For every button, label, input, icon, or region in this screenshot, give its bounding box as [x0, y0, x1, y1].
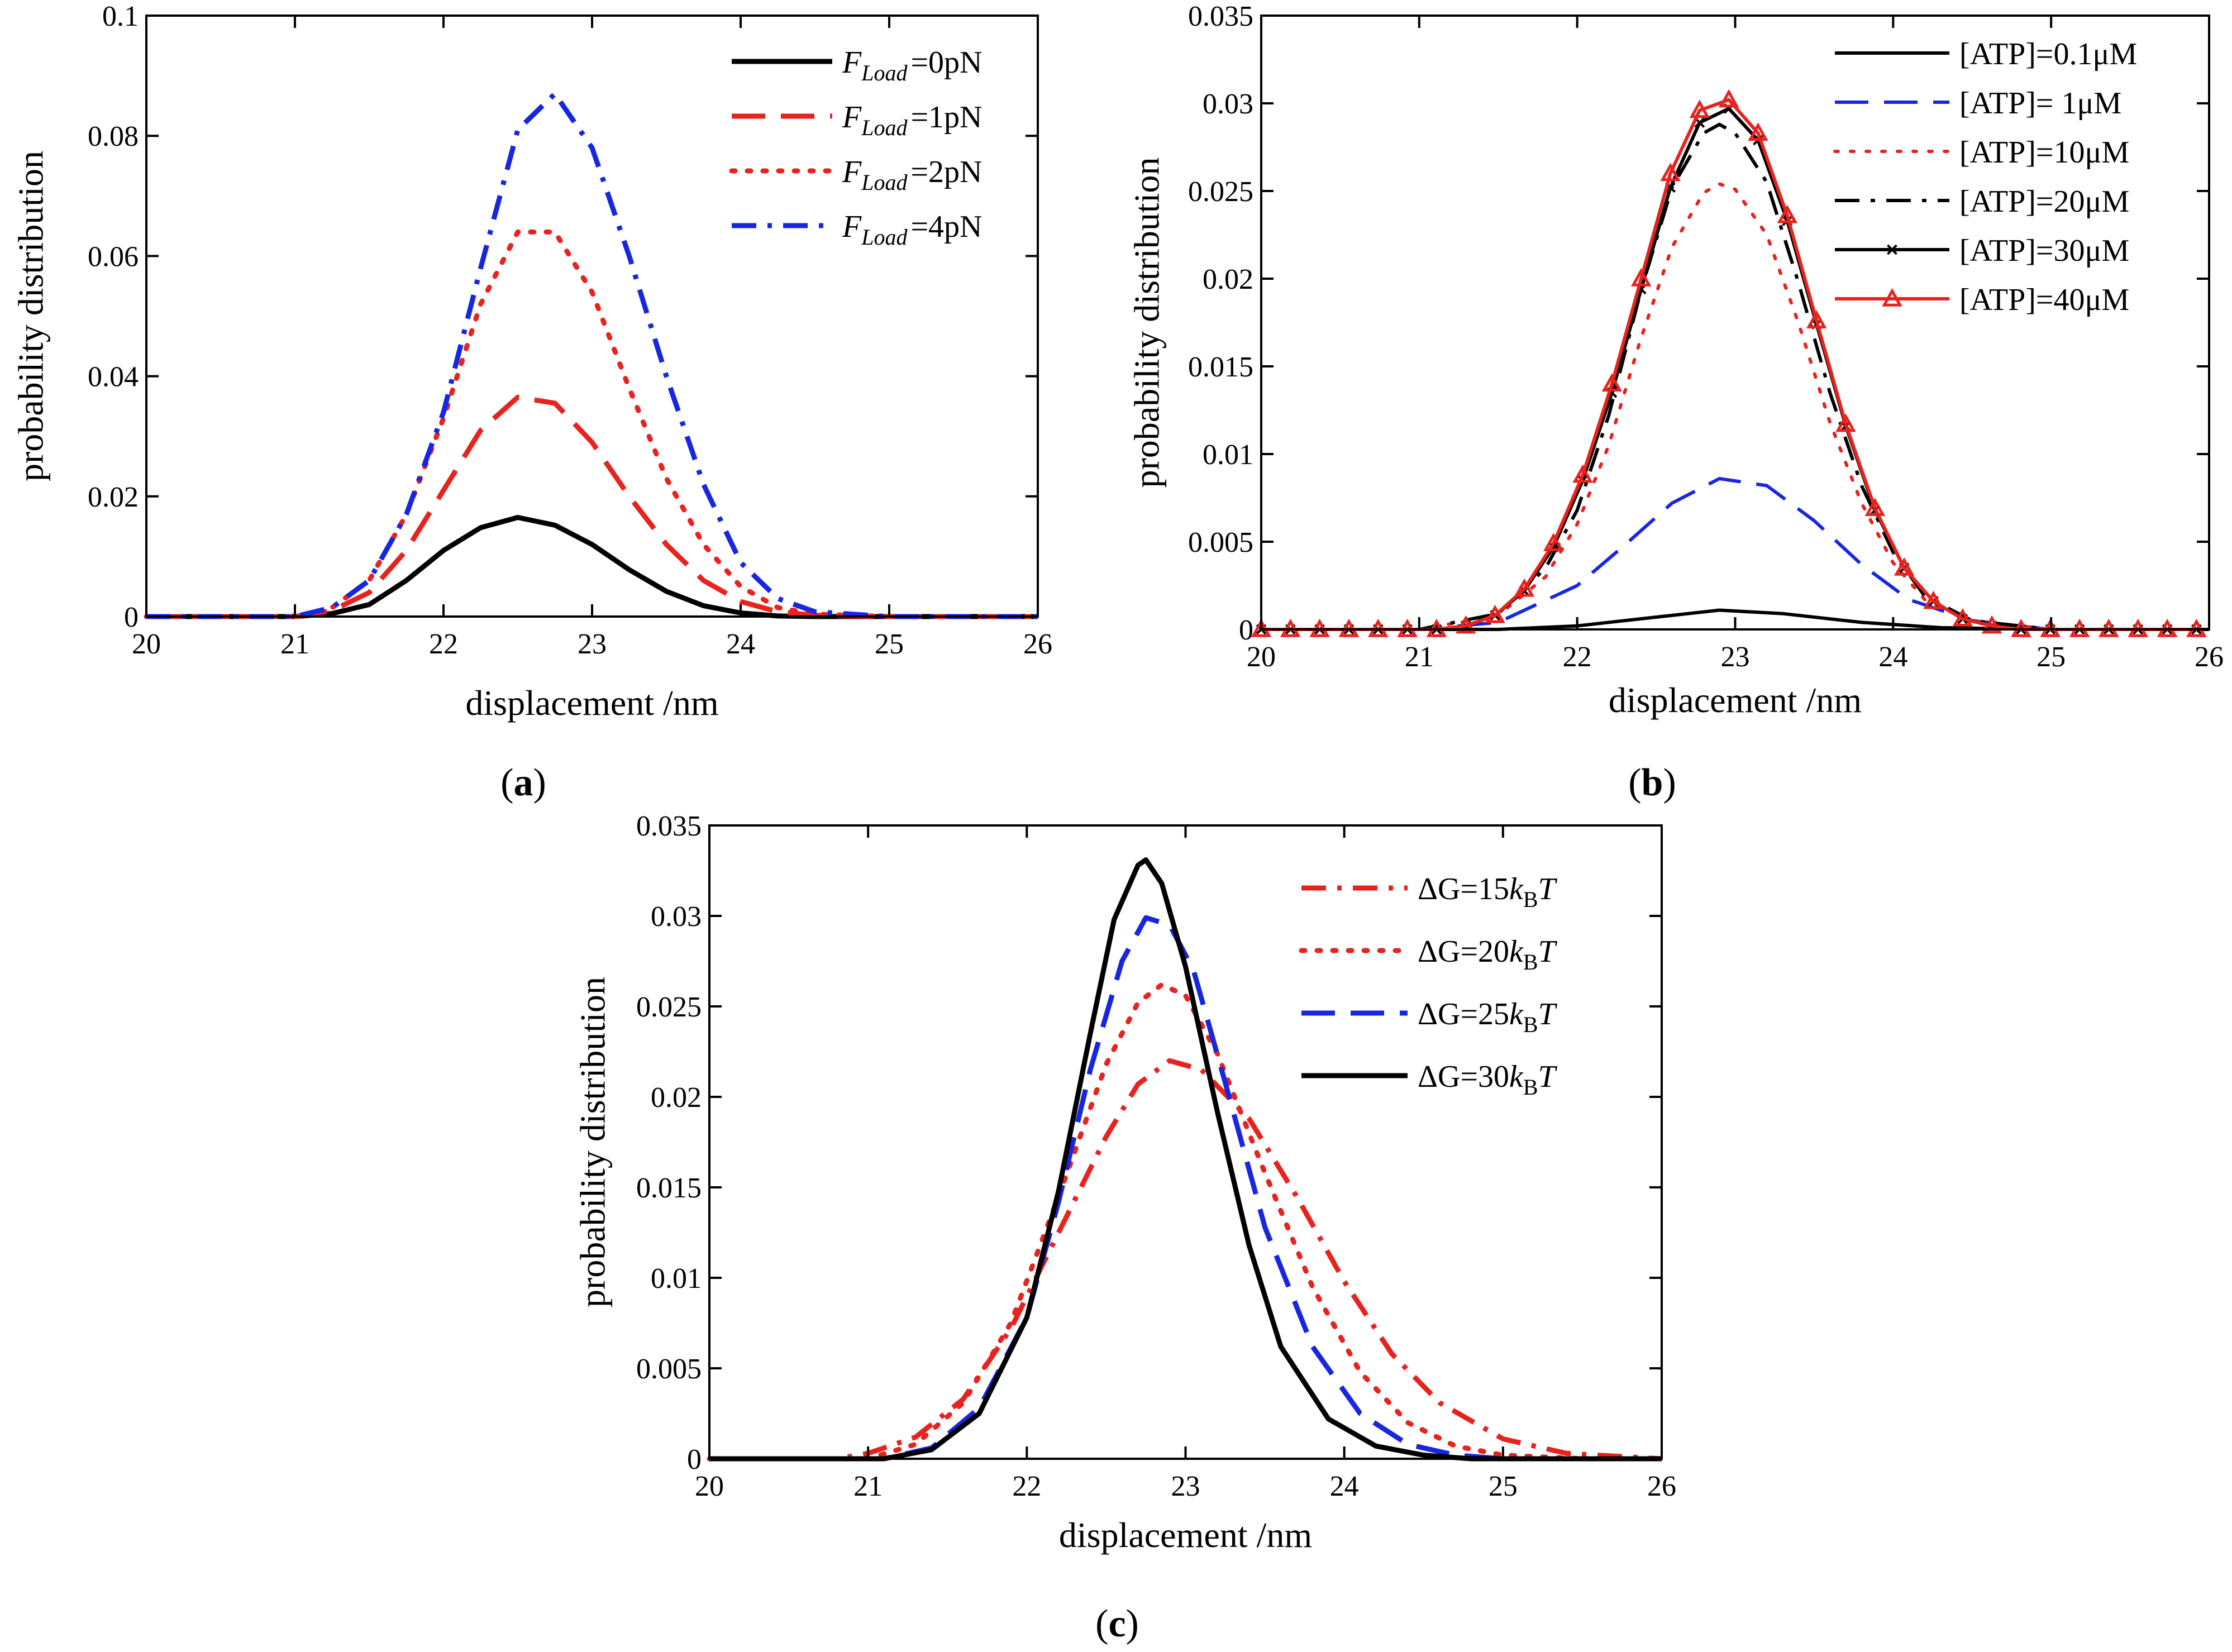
x-tick-label: 23	[1721, 641, 1750, 673]
data-point-triangle	[1689, 99, 1710, 118]
x-tick-label: 21	[280, 628, 309, 660]
x-tick-label: 24	[1330, 1470, 1359, 1502]
legend-label: [ATP]=30μM	[1959, 233, 2129, 268]
data-point-triangle	[1572, 464, 1593, 483]
y-tick-label: 0.02	[651, 1082, 702, 1114]
y-tick-label: 0	[1239, 614, 1253, 646]
legend-label: [ATP]= 1μM	[1959, 86, 2121, 121]
panel-a-chart: 20 21 22 23 24 25 26 0 0.02 0.04 0.06 0.08 0.1 displa…	[11, 1, 1052, 804]
legend-label: ΔG=30kBT	[1418, 1059, 1558, 1100]
x-tick-label: 21	[1405, 641, 1434, 673]
y-tick-label: 0.1	[102, 1, 139, 32]
y-tick-label: 0.005	[636, 1353, 702, 1385]
y-tick-label: 0.02	[88, 481, 139, 513]
y-tick-label: 0.035	[1188, 1, 1253, 32]
legend-label: [ATP]=0.1μM	[1959, 37, 2137, 71]
panel-b-chart: 20 21 22 23 24 25 26 0 0.005 0.01 0.015 0.02 0.025 0.…	[1127, 1, 2224, 804]
y-tick-label: 0	[687, 1444, 702, 1476]
panel-label: (b)	[1628, 761, 1676, 804]
data-point-triangle	[1923, 590, 1944, 609]
series-line-3	[144, 229, 1041, 619]
legend-label: ΔG=25kBT	[1418, 997, 1558, 1037]
y-tick-label: 0.03	[651, 901, 702, 933]
y-tick-label: 0.04	[88, 361, 139, 393]
legend-marker-triangle	[1882, 288, 1902, 307]
x-tick-label: 25	[1489, 1470, 1518, 1502]
y-tick-label: 0.015	[636, 1172, 702, 1204]
data-point-triangle	[1748, 122, 1768, 141]
y-axis-label: probability distribution	[11, 151, 51, 481]
data-point-triangle	[1630, 268, 1652, 287]
x-tick-label: 24	[1878, 641, 1907, 673]
x-tick-label: 25	[2037, 641, 2066, 673]
legend-marker-x	[1887, 244, 1897, 255]
legend-label: [ATP]=20μM	[1959, 184, 2129, 219]
y-tick-label: 0.005	[1188, 527, 1253, 558]
y-tick-label: 0.025	[1188, 176, 1253, 208]
x-tick-label: 22	[429, 628, 458, 660]
series-line-4	[1261, 122, 2209, 631]
legend-label: [ATP]=10μM	[1959, 135, 2129, 170]
data-point-triangle	[1981, 615, 2002, 634]
x-axis-label: displacement /nm	[1059, 1515, 1312, 1555]
legend-label: ΔG=15kBT	[1418, 872, 1558, 912]
x-tick-label: 22	[1012, 1470, 1041, 1502]
data-point-triangle	[1777, 204, 1798, 223]
data-point-triangle	[1456, 615, 1476, 634]
data-point-triangle	[1894, 557, 1915, 576]
legend-label: FLoad =0pN	[842, 45, 983, 85]
legend-label: ΔG=20kBT	[1418, 934, 1558, 975]
y-tick-label: 0	[124, 601, 139, 633]
y-tick-label: 0.01	[1203, 439, 1253, 471]
panel-c-chart: 20 21 22 23 24 25 26 0 0.005 0.01 0.015 0.02 0.025 0.…	[573, 810, 1676, 1645]
data-point-triangle	[1485, 604, 1505, 623]
data-point-triangle	[1835, 413, 1856, 432]
y-axis-label: probability distribution	[573, 977, 613, 1307]
y-tick-label: 0.025	[636, 991, 702, 1023]
x-tick-label: 26	[2195, 641, 2224, 673]
legend-label: FLoad =4pN	[842, 209, 983, 250]
y-tick-label: 0.08	[88, 121, 139, 152]
legend-label: FLoad =1pN	[842, 100, 983, 140]
x-tick-label: 21	[853, 1470, 883, 1502]
x-tick-label: 23	[578, 628, 607, 660]
data-point-triangle	[1543, 532, 1564, 551]
y-axis-label: probability distribution	[1127, 157, 1167, 488]
x-tick-label: 20	[132, 628, 161, 660]
legend-label: [ATP]=40μM	[1959, 283, 2129, 317]
y-tick-label: 0.015	[1188, 351, 1253, 383]
y-tick-label: 0.035	[636, 810, 702, 842]
x-axis-label: displacement /nm	[1609, 680, 1862, 720]
data-point-triangle	[1864, 498, 1886, 517]
x-axis-label: displacement /nm	[465, 683, 718, 723]
panel-label: (a)	[500, 761, 546, 804]
y-tick-label: 0.03	[1203, 88, 1253, 120]
y-tick-label: 0.06	[88, 241, 139, 273]
data-point-triangle	[1806, 310, 1827, 329]
data-point-triangle	[1660, 163, 1681, 182]
series-line-2	[707, 982, 1665, 1462]
y-tick-label: 0.01	[651, 1263, 702, 1295]
x-tick-label: 20	[1247, 641, 1276, 673]
data-point-triangle	[1514, 578, 1535, 597]
series-line-4	[709, 857, 1662, 1462]
x-tick-label: 20	[695, 1470, 724, 1502]
x-tick-label: 23	[1171, 1470, 1200, 1502]
series-line-1	[709, 1058, 1662, 1462]
series-line-2	[146, 394, 1038, 619]
data-point-triangle	[1952, 608, 1973, 627]
data-point-triangle	[1601, 373, 1623, 392]
data-point-triangle	[1718, 89, 1739, 108]
x-tick-label: 26	[1023, 628, 1052, 660]
x-tick-label: 22	[1563, 641, 1592, 673]
x-tick-label: 24	[726, 628, 755, 660]
y-tick-label: 0.02	[1203, 264, 1253, 295]
legend-label: FLoad =2pN	[842, 155, 983, 195]
x-tick-label: 26	[1647, 1470, 1676, 1502]
x-tick-label: 25	[875, 628, 904, 660]
panel-label: (c)	[1095, 1602, 1139, 1645]
